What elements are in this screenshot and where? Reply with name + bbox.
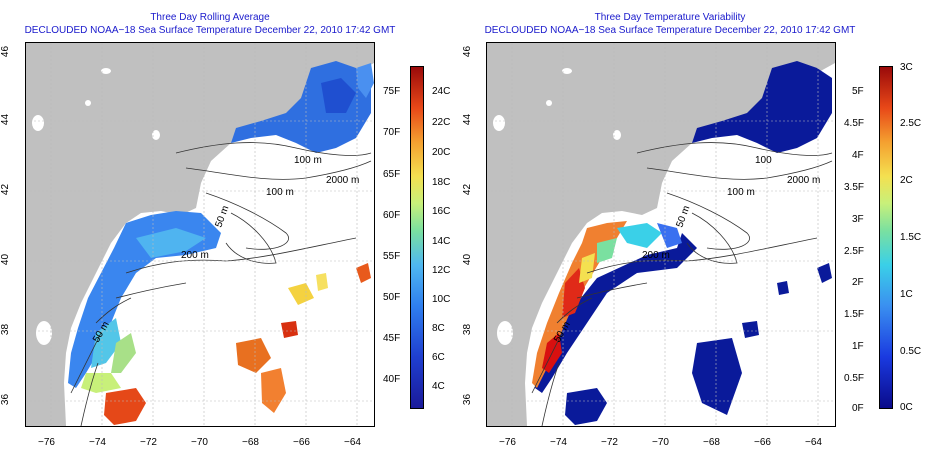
right-colorbar <box>879 66 893 409</box>
x-tick: −66 <box>293 437 310 448</box>
colorbar-f-label: 55F <box>383 251 401 262</box>
colorbar-c-label: 2C <box>900 175 913 186</box>
x-tick: −70 <box>191 437 208 448</box>
contour-label: 100 m <box>727 187 755 198</box>
contour-label: 100 <box>755 155 772 166</box>
x-tick: −72 <box>140 437 157 448</box>
colorbar-f-label: 70F <box>383 127 401 138</box>
y-tick: 38 <box>462 323 474 336</box>
colorbar-c-label: 12C <box>432 265 451 276</box>
colorbar-c-label: 14C <box>432 236 451 247</box>
colorbar-f-label: 60F <box>383 210 401 221</box>
colorbar-c-label: 0C <box>900 402 913 413</box>
colorbar-f-label: 50F <box>383 292 401 303</box>
x-tick: −66 <box>754 437 771 448</box>
variability-high-coastal <box>532 221 627 388</box>
colorbar-f-label: 65F <box>383 169 401 180</box>
x-tick: −72 <box>601 437 618 448</box>
colorbar-f-label: 4F <box>852 150 864 161</box>
colorbar-c-label: 3C <box>900 62 913 73</box>
sst-shelf <box>68 211 221 388</box>
y-tick: 40 <box>0 253 12 266</box>
right-map: 100 2000 m 100 m 50 m 200 m 50 m <box>486 42 836 427</box>
colorbar-f-label: 45F <box>383 333 401 344</box>
colorbar-c-label: 1.5C <box>900 232 922 243</box>
left-map-svg: 100 m 2000 m 100 m 50 m 200 m 50 m <box>26 43 374 426</box>
colorbar-f-label: 3F <box>852 214 864 225</box>
contour-label: 2000 m <box>787 175 820 186</box>
colorbar-c-label: 8C <box>432 323 445 334</box>
colorbar-f-label: 0F <box>852 403 864 414</box>
y-tick: 44 <box>0 113 12 126</box>
colorbar-f-label: 0.5F <box>844 373 865 384</box>
colorbar-c-label: 18C <box>432 177 451 188</box>
contour-label: 2000 m <box>326 175 359 186</box>
colorbar-f-label: 75F <box>383 86 401 97</box>
x-tick: −68 <box>242 437 259 448</box>
colorbar-f-label: 1.5F <box>844 309 865 320</box>
colorbar-c-label: 1C <box>900 289 913 300</box>
x-tick: −76 <box>499 437 516 448</box>
y-tick: 46 <box>462 45 474 58</box>
x-tick: −64 <box>344 437 361 448</box>
contour-label: 50 m <box>213 204 231 229</box>
right-title: Three Day Temperature Variability DECLOU… <box>480 11 860 37</box>
y-tick: 38 <box>0 323 12 336</box>
right-map-svg: 100 2000 m 100 m 50 m 200 m 50 m <box>487 43 835 426</box>
colorbar-f-label: 2.5F <box>844 246 865 257</box>
x-tick: −70 <box>652 437 669 448</box>
colorbar-f-label: 2F <box>852 277 864 288</box>
contour-label: 100 m <box>294 155 322 166</box>
x-tick: −74 <box>550 437 567 448</box>
y-tick: 36 <box>0 393 12 406</box>
colorbar-c-label: 6C <box>432 352 445 363</box>
colorbar-c-label: 4C <box>432 381 445 392</box>
contour-label: 100 m <box>266 187 294 198</box>
right-title-line1: Three Day Temperature Variability <box>594 12 746 23</box>
colorbar-c-label: 24C <box>432 86 451 97</box>
left-title-line1: Three Day Rolling Average <box>150 12 270 23</box>
right-title-line2: DECLOUDED NOAA−18 Sea Surface Temperatur… <box>484 25 856 36</box>
y-tick: 42 <box>462 183 474 196</box>
colorbar-c-label: 10C <box>432 294 451 305</box>
left-title-line2: DECLOUDED NOAA−18 Sea Surface Temperatur… <box>24 25 396 36</box>
y-tick: 36 <box>462 393 474 406</box>
x-tick: −76 <box>38 437 55 448</box>
colorbar-c-label: 2.5C <box>900 118 922 129</box>
colorbar-c-label: 20C <box>432 147 451 158</box>
contour-label: 50 m <box>674 204 692 229</box>
left-colorbar <box>410 66 424 409</box>
x-tick: −64 <box>805 437 822 448</box>
x-tick: −68 <box>703 437 720 448</box>
colorbar-f-label: 1F <box>852 341 864 352</box>
colorbar-f-label: 3.5F <box>844 182 865 193</box>
colorbar-f-label: 40F <box>383 374 401 385</box>
contour-label: 200 m <box>642 250 670 261</box>
y-tick: 46 <box>0 45 12 58</box>
land-mass <box>26 43 374 426</box>
colorbar-c-label: 22C <box>432 117 451 128</box>
colorbar-c-label: 16C <box>432 206 451 217</box>
colorbar-f-label: 5F <box>852 86 864 97</box>
y-tick: 44 <box>462 113 474 126</box>
y-tick: 40 <box>462 253 474 266</box>
left-title: Three Day Rolling Average DECLOUDED NOAA… <box>20 11 400 37</box>
contour-label: 200 m <box>181 250 209 261</box>
x-tick: −74 <box>89 437 106 448</box>
variability-gulf-of-maine <box>692 61 832 153</box>
colorbar-c-label: 0.5C <box>900 346 922 357</box>
colorbar-f-label: 4.5F <box>844 118 865 129</box>
left-map: 100 m 2000 m 100 m 50 m 200 m 50 m <box>25 42 375 427</box>
y-tick: 42 <box>0 183 12 196</box>
land-mass <box>487 43 835 426</box>
